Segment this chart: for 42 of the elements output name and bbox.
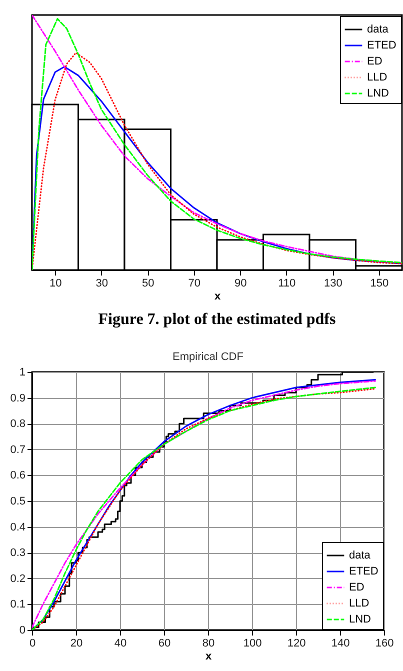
x-tick-label: 60 — [158, 638, 171, 650]
y-tick-label: 0.7 — [10, 444, 26, 456]
x-axis-title: x — [214, 290, 222, 302]
legend-label: ETED — [367, 40, 396, 52]
y-tick-label: 0.8 — [10, 418, 26, 430]
x-tick-label: 130 — [324, 278, 342, 290]
x-tick-label: 40 — [114, 638, 127, 650]
y-tick-label: 0.6 — [10, 470, 26, 482]
x-tick-label: 70 — [188, 278, 200, 290]
x-tick-label: 30 — [96, 278, 108, 290]
legend-label: LLD — [349, 598, 370, 610]
y-tick-label: 0.1 — [10, 598, 26, 611]
chart-title: Empirical CDF — [172, 351, 244, 363]
y-tick-label: 0.2 — [10, 572, 26, 585]
y-tick-label: 0 — [19, 624, 26, 636]
legend-label: data — [349, 550, 372, 562]
x-tick-label: 110 — [278, 278, 296, 290]
x-tick-label: 20 — [70, 638, 83, 650]
y-tick-label: 0.9 — [10, 392, 26, 404]
legend-label: LLD — [367, 72, 388, 84]
caption: Figure 7. plot of the estimated pdfs — [98, 311, 336, 328]
legend-label: LND — [349, 614, 372, 626]
legend-label: ED — [349, 582, 364, 594]
x-tick-label: 120 — [287, 638, 306, 650]
x-tick-label: 100 — [243, 638, 262, 650]
y-tick-label: 0.4 — [10, 521, 26, 534]
y-tick-label: 1 — [19, 366, 26, 378]
x-tick-label: 150 — [370, 278, 389, 290]
x-tick-label: 50 — [142, 278, 154, 290]
x-tick-label: 90 — [234, 278, 247, 290]
x-tick-label: 140 — [331, 638, 350, 650]
y-tick-label: 0.3 — [10, 547, 26, 560]
x-tick-label: 10 — [50, 278, 62, 290]
legend-label: data — [367, 24, 390, 36]
legend-label: ED — [367, 56, 382, 68]
legend-label: ETED — [349, 566, 378, 578]
x-tick-label: 80 — [202, 638, 215, 650]
x-tick-label: 160 — [375, 638, 394, 650]
x-tick-label: 0 — [29, 638, 36, 650]
y-tick-label: 0.5 — [10, 496, 26, 508]
x-axis-title: x — [205, 650, 212, 662]
legend-label: LND — [367, 88, 390, 100]
